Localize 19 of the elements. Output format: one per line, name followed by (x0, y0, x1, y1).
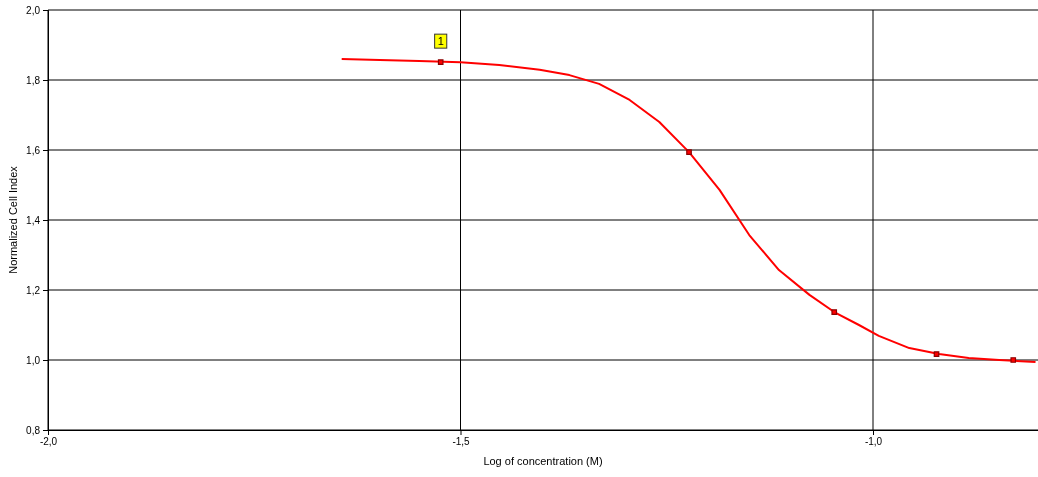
x-tick-label: -1,5 (452, 436, 471, 448)
line-series (340, 58, 1037, 364)
y-tick-label: 2,0 (26, 4, 41, 16)
point (933, 351, 940, 357)
y-tick-label: 1,8 (26, 74, 41, 86)
point (437, 59, 444, 65)
y-tick-label: 1,4 (26, 214, 41, 226)
y-tick-label: 1,6 (26, 144, 41, 156)
x-tick-label: -1,0 (864, 436, 883, 448)
point (831, 309, 838, 315)
y-tick-label: 1,2 (26, 284, 41, 296)
x-tick-label: -2,0 (39, 436, 58, 448)
point (1010, 357, 1017, 363)
point (686, 149, 692, 155)
annotation: 1 (437, 35, 444, 48)
x-axis-title: Log of concentration (M) (483, 455, 603, 467)
y-tick-label: 0,8 (26, 424, 41, 436)
y-tick-label: 1,0 (26, 354, 41, 366)
y-axis-title: Normalized Cell Index (7, 165, 19, 274)
